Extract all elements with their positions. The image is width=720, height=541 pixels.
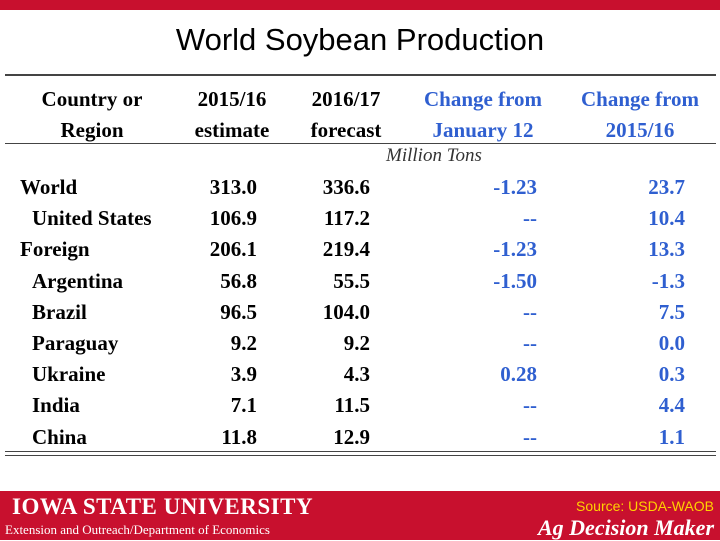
change-january-value: -- bbox=[523, 393, 537, 418]
table-row: Paraguay 9.2 9.2 -- 0.0 bbox=[0, 328, 720, 359]
table-row: World 313.0 336.6 -1.23 23.7 bbox=[0, 172, 720, 203]
forecast-value: 104.0 bbox=[322, 299, 370, 324]
header-change-jan-line1: Change from bbox=[423, 87, 543, 111]
change-prev-value: 23.7 bbox=[648, 175, 685, 199]
header-change-january: Change from January 12 bbox=[408, 84, 558, 146]
header-2016-line1: 2016/17 bbox=[311, 87, 381, 111]
change-january-value: -- bbox=[523, 424, 537, 449]
change-prev-value: 10.4 bbox=[648, 206, 685, 231]
estimate-value: 7.1 bbox=[230, 393, 257, 418]
header-country-line1: Country or bbox=[41, 87, 143, 111]
header-change-2015: Change from 2015/16 bbox=[566, 84, 714, 146]
top-accent-bar bbox=[0, 0, 720, 10]
table-row: Brazil 96.5 104.0 -- 7.5 bbox=[0, 297, 720, 328]
change-prev-value: 1.1 bbox=[658, 424, 685, 449]
header-change-2015-line2: 2015/16 bbox=[605, 118, 675, 142]
table-row: United States 106.9 117.2 -- 10.4 bbox=[0, 203, 720, 234]
brand-text: Ag Decision Maker bbox=[538, 515, 714, 540]
change-prev-value: 0.3 bbox=[658, 362, 685, 387]
country-name: Paraguay bbox=[32, 330, 119, 355]
country-name: Argentina bbox=[32, 268, 123, 293]
forecast-value: 55.5 bbox=[333, 268, 370, 293]
header-country-line2: Region bbox=[60, 118, 124, 142]
estimate-value: 206.1 bbox=[209, 237, 257, 262]
change-prev-value: -1.3 bbox=[651, 268, 685, 293]
change-prev-value: 13.3 bbox=[648, 237, 685, 262]
source-text: Source: USDA-WAOB bbox=[576, 498, 714, 514]
change-january-value: -1.23 bbox=[493, 237, 537, 262]
change-january-value: -1.23 bbox=[493, 175, 537, 199]
forecast-value: 336.6 bbox=[322, 175, 370, 199]
header-2015-line1: 2015/16 bbox=[197, 87, 267, 111]
country-name: United States bbox=[32, 206, 152, 231]
header-2016-line2: forecast bbox=[310, 118, 382, 142]
country-name: Foreign bbox=[20, 237, 90, 262]
estimate-value: 3.9 bbox=[230, 362, 257, 387]
department-text: Extension and Outreach/Department of Eco… bbox=[5, 522, 270, 537]
table-row: Foreign 206.1 219.4 -1.23 13.3 bbox=[0, 234, 720, 265]
country-name: World bbox=[20, 175, 78, 199]
header-divider bbox=[5, 143, 716, 144]
estimate-value: 313.0 bbox=[209, 175, 257, 199]
change-prev-value: 0.0 bbox=[658, 330, 685, 355]
header-country: Country or Region bbox=[12, 84, 172, 146]
forecast-value: 219.4 bbox=[322, 237, 370, 262]
change-january-value: -1.50 bbox=[493, 268, 537, 293]
change-prev-value: 4.4 bbox=[658, 393, 685, 418]
change-january-value: -- bbox=[523, 206, 537, 231]
footer-bar: IOWA STATE UNIVERSITY Extension and Outr… bbox=[0, 491, 720, 540]
header-2015-line2: estimate bbox=[194, 118, 270, 142]
change-january-value: -- bbox=[523, 330, 537, 355]
header-2015-estimate: 2015/16 estimate bbox=[180, 84, 284, 146]
table-row: Argentina 56.8 55.5 -1.50 -1.3 bbox=[0, 266, 720, 297]
forecast-value: 117.2 bbox=[323, 206, 370, 231]
forecast-value: 4.3 bbox=[343, 362, 370, 387]
estimate-value: 9.2 bbox=[230, 330, 257, 355]
table-row: China 11.8 12.9 -- 1.1 bbox=[0, 422, 720, 453]
forecast-value: 9.2 bbox=[343, 330, 370, 355]
change-january-value: 0.28 bbox=[500, 362, 537, 387]
country-name: China bbox=[32, 424, 87, 449]
estimate-value: 96.5 bbox=[220, 299, 257, 324]
country-name: Brazil bbox=[32, 299, 87, 324]
table-bottom-rule bbox=[5, 451, 716, 452]
change-january-value: -- bbox=[523, 299, 537, 324]
change-prev-value: 7.5 bbox=[658, 299, 685, 324]
header-change-jan-line2: January 12 bbox=[432, 118, 534, 142]
table-row: India 7.1 11.5 -- 4.4 bbox=[0, 390, 720, 421]
estimate-value: 56.8 bbox=[220, 268, 257, 293]
table-top-rule bbox=[5, 74, 716, 76]
header-2016-forecast: 2016/17 forecast bbox=[296, 84, 396, 146]
estimate-value: 11.8 bbox=[221, 424, 257, 449]
university-logo-text: IOWA STATE UNIVERSITY bbox=[12, 494, 314, 519]
header-change-2015-line1: Change from bbox=[580, 87, 700, 111]
table-row: Ukraine 3.9 4.3 0.28 0.3 bbox=[0, 359, 720, 390]
country-name: India bbox=[32, 393, 80, 418]
slide-title: World Soybean Production bbox=[175, 22, 545, 57]
table-bottom-rule-2 bbox=[5, 455, 716, 456]
forecast-value: 11.5 bbox=[334, 393, 370, 418]
forecast-value: 12.9 bbox=[333, 424, 370, 449]
table-body: World 313.0 336.6 -1.23 23.7 United States 106… bbox=[0, 172, 720, 453]
estimate-value: 106.9 bbox=[209, 206, 257, 231]
country-name: Ukraine bbox=[32, 362, 106, 387]
units-label: Million Tons bbox=[386, 145, 482, 166]
